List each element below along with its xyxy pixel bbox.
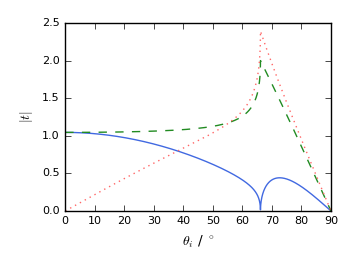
Y-axis label: $|t|$: $|t|$ xyxy=(18,110,35,124)
X-axis label: $\theta_i$ / $^\circ$: $\theta_i$ / $^\circ$ xyxy=(182,233,215,250)
